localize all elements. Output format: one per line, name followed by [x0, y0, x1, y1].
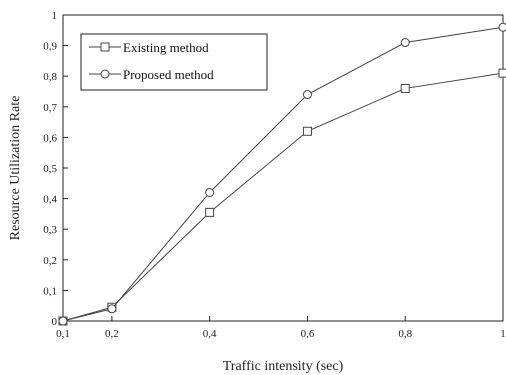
series-point-square [302, 126, 312, 136]
y-tick-label: 0,7 [43, 102, 57, 114]
legend-box [80, 33, 268, 91]
y-tick-label: 0,9 [43, 41, 57, 53]
x-axis-label: Traffic intensity (sec) [223, 359, 344, 374]
y-tick-label: 0,8 [43, 71, 57, 83]
series-line-1 [62, 26, 504, 322]
y-tick-label: 0,1 [43, 285, 57, 297]
legend-marker-square [100, 42, 110, 52]
y-axis-label: Resource Utilization Rate [8, 96, 23, 241]
legend-label: Proposed method [123, 67, 214, 82]
x-tick-label: 0,2 [105, 328, 119, 340]
series-point-square [205, 207, 215, 217]
y-tick-label: 0,4 [43, 194, 57, 206]
legend-marker-circle [100, 69, 110, 79]
x-tick-label: 0,6 [301, 328, 315, 340]
series-point-circle [58, 316, 68, 326]
series-line-0 [62, 72, 504, 322]
y-tick-label: 0 [52, 316, 58, 328]
series-point-circle [498, 22, 506, 32]
x-tick-label: 0,8 [398, 328, 412, 340]
series-point-circle [107, 304, 117, 314]
y-tick-label: 0,6 [43, 132, 57, 144]
series-point-circle [205, 187, 215, 197]
x-tick-label: 0,4 [203, 328, 217, 340]
y-tick-label: 0,3 [43, 224, 57, 236]
y-tick-label: 1 [52, 10, 58, 22]
x-tick-label: 1 [500, 328, 506, 340]
series-point-square [498, 68, 506, 78]
series-point-square [400, 83, 410, 93]
series-point-circle [400, 38, 410, 48]
legend-label: Existing method [123, 40, 209, 55]
series-point-circle [302, 90, 312, 100]
y-tick-label: 0,2 [43, 255, 57, 267]
y-tick-label: 0,5 [43, 163, 57, 175]
x-tick-label: 0,1 [56, 328, 70, 340]
